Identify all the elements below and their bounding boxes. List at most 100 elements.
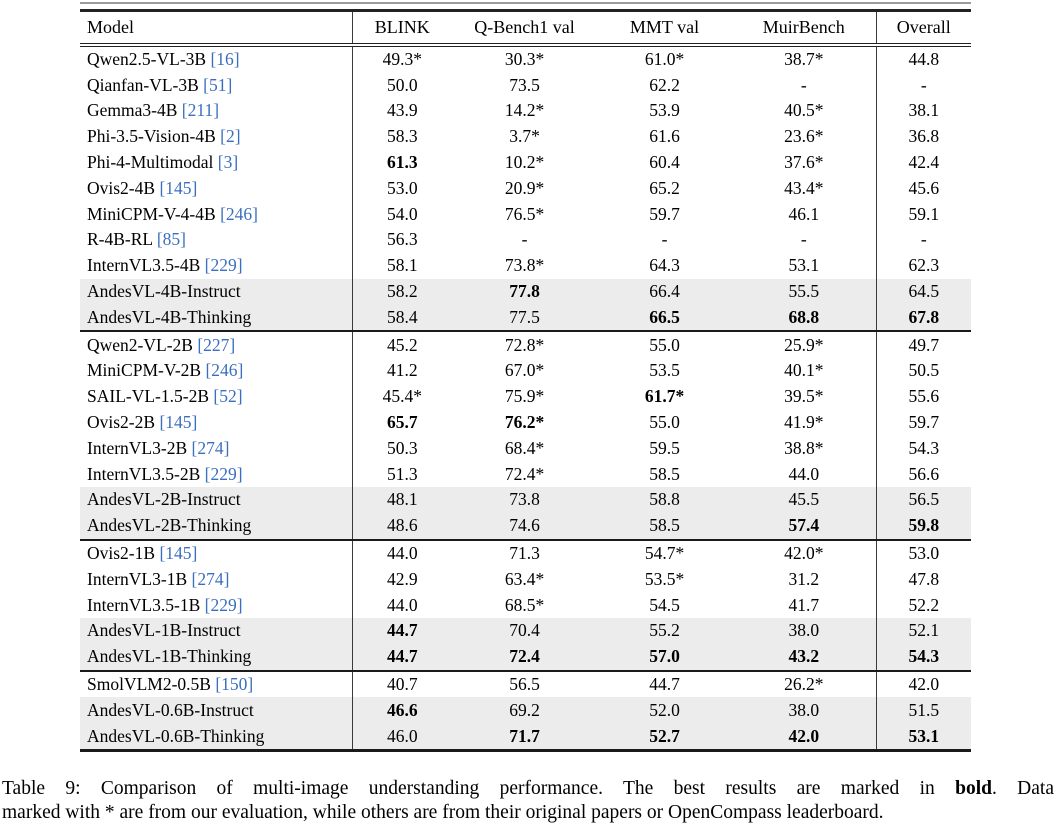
citation-link[interactable]: [229] bbox=[204, 594, 243, 615]
cell-blink: 44.7 bbox=[352, 643, 452, 671]
cell-muirbench: 40.1* bbox=[732, 358, 877, 384]
table-row: SmolVLM2-0.5B [150] 40.7 56.5 44.7 26.2*… bbox=[80, 669, 971, 698]
cell-mmt: 58.5 bbox=[597, 512, 732, 540]
cell-mmt: 57.0 bbox=[597, 643, 732, 671]
table-row: R-4B-RL [85] 56.3 - - - - bbox=[80, 227, 971, 253]
cell-qbench: 63.4* bbox=[504, 568, 545, 589]
model-name: AndesVL-0.6B-Thinking bbox=[87, 725, 265, 746]
model-name: Ovis2-4B bbox=[87, 177, 156, 198]
citation-link[interactable]: [229] bbox=[204, 255, 243, 276]
model-name: AndesVL-4B-Thinking bbox=[87, 306, 252, 327]
model-name: Gemma3-4B bbox=[87, 100, 178, 121]
citation-link[interactable]: [227] bbox=[197, 334, 236, 355]
model-cell: Qianfan-VL-3B [51] bbox=[80, 72, 353, 99]
table-row: Gemma3-4B [211] 43.9 14.2* 53.9 40.5* 38… bbox=[80, 98, 971, 124]
cell-overall: 38.1 bbox=[908, 100, 940, 121]
col-header-muirbench: MuirBench bbox=[732, 11, 877, 47]
caption-line-2: marked with * are from our evaluation, w… bbox=[2, 801, 884, 823]
cell-overall: 59.1 bbox=[908, 203, 940, 224]
citation-link[interactable]: [51] bbox=[203, 74, 233, 95]
cell-blink: 50.3 bbox=[386, 437, 418, 458]
model-cell: R-4B-RL [85] bbox=[80, 227, 353, 253]
cell-blink: 48.1 bbox=[352, 487, 452, 513]
citation-link[interactable]: [246] bbox=[205, 360, 244, 381]
table-top-rule bbox=[80, 9, 971, 12]
cell-blink: 50.0 bbox=[386, 74, 418, 95]
col-header-overall: Overall bbox=[876, 11, 971, 47]
citation-link[interactable]: [3] bbox=[217, 152, 239, 173]
citation-link[interactable]: [246] bbox=[220, 203, 258, 224]
cell-qbench: 72.4 bbox=[452, 643, 597, 671]
model-name: AndesVL-2B-Instruct bbox=[87, 489, 241, 510]
cell-qbench: 76.2* bbox=[504, 412, 545, 433]
cell-muirbench: 31.2 bbox=[732, 566, 877, 593]
table-row: Ovis2-1B [145] 44.0 71.3 54.7* 42.0* 53.… bbox=[80, 538, 971, 567]
cell-qbench: 73.5 bbox=[509, 74, 540, 95]
cell-mmt: 53.5* bbox=[644, 568, 685, 589]
cell-blink: 61.3 bbox=[386, 152, 418, 173]
col-header-qbench: Q-Bench1 val bbox=[452, 11, 597, 47]
col-header-model: Model bbox=[80, 11, 353, 47]
col-header-blink: BLINK bbox=[352, 11, 452, 47]
cell-qbench: 70.4 bbox=[452, 618, 597, 644]
cell-blink: 58.4 bbox=[352, 304, 452, 332]
model-cell: MiniCPM-V-2B [246] bbox=[80, 358, 353, 384]
cell-mmt: 55.2 bbox=[597, 618, 732, 644]
citation-link[interactable]: [229] bbox=[204, 463, 243, 484]
cell-muirbench: 68.8 bbox=[732, 304, 877, 332]
cell-blink: 46.6 bbox=[352, 697, 452, 724]
cell-qbench: 56.5 bbox=[452, 669, 597, 698]
cell-mmt: 61.6 bbox=[649, 126, 680, 147]
cell-qbench: 30.3* bbox=[504, 48, 545, 69]
citation-link[interactable]: [145] bbox=[159, 543, 198, 564]
citation-link[interactable]: [150] bbox=[215, 674, 254, 695]
model-name: AndesVL-1B-Thinking bbox=[87, 646, 252, 667]
citation-link[interactable]: [211] bbox=[181, 100, 220, 121]
model-cell: InternVL3.5-1B [229] bbox=[80, 592, 353, 619]
cell-muirbench: - bbox=[732, 72, 877, 99]
cell-muirbench: 44.0 bbox=[732, 461, 877, 488]
model-name: AndesVL-1B-Instruct bbox=[87, 620, 241, 641]
cell-qbench: 3.7* bbox=[509, 126, 540, 147]
cell-blink: 46.0 bbox=[352, 723, 452, 750]
cell-overall: 53.0 bbox=[876, 538, 971, 567]
citation-link[interactable]: [145] bbox=[159, 177, 198, 198]
cell-muirbench: 55.5 bbox=[732, 278, 877, 305]
table-row: Qianfan-VL-3B [51] 50.0 73.5 62.2 - - bbox=[80, 72, 971, 99]
cell-blink: 42.9 bbox=[386, 568, 418, 589]
model-cell: AndesVL-4B-Thinking bbox=[80, 304, 353, 332]
citation-link[interactable]: [274] bbox=[191, 437, 230, 458]
table-row: Ovis2-4B [145] 53.0 20.9* 65.2 43.4* 45.… bbox=[80, 175, 971, 202]
model-name: Ovis2-1B bbox=[87, 543, 156, 564]
cell-mmt: - bbox=[661, 229, 668, 250]
table-bottom-rule bbox=[80, 749, 971, 753]
cell-overall: 52.2 bbox=[908, 594, 940, 615]
citation-link[interactable]: [274] bbox=[191, 568, 230, 589]
cell-qbench: 72.4* bbox=[504, 463, 545, 484]
cell-mmt: 58.5 bbox=[649, 463, 680, 484]
cell-muirbench: 46.1 bbox=[732, 201, 877, 228]
results-table-container: Model BLINK Q-Bench1 val MMT val MuirBen… bbox=[80, 2, 971, 753]
cell-blink: 58.3 bbox=[386, 126, 418, 147]
cell-mmt: 61.0* bbox=[644, 48, 685, 69]
model-name: Qwen2.5-VL-3B bbox=[87, 48, 207, 69]
table-row: SAIL-VL-1.5-2B [52] 45.4* 75.9* 61.7* 39… bbox=[80, 383, 971, 410]
cell-muirbench: 23.6* bbox=[732, 123, 877, 150]
cell-qbench: 67.0* bbox=[504, 360, 545, 381]
col-header-mmt: MMT val bbox=[597, 11, 732, 47]
model-name: InternVL3-2B bbox=[87, 437, 188, 458]
cell-qbench: 73.8* bbox=[504, 255, 545, 276]
citation-link[interactable]: [145] bbox=[159, 412, 198, 433]
citation-link[interactable]: [16] bbox=[210, 48, 240, 69]
cell-blink: 41.2 bbox=[386, 360, 418, 381]
cell-qbench: 71.7 bbox=[452, 723, 597, 750]
cell-mmt: 59.5 bbox=[649, 437, 680, 458]
citation-link[interactable]: [85] bbox=[156, 229, 186, 250]
model-cell: Qwen2-VL-2B [227] bbox=[80, 330, 353, 359]
model-cell: MiniCPM-V-4-4B [246] bbox=[80, 201, 353, 228]
model-cell: InternVL3.5-4B [229] bbox=[80, 252, 353, 279]
citation-link[interactable]: [52] bbox=[213, 386, 243, 407]
citation-link[interactable]: [2] bbox=[220, 126, 241, 147]
cell-mmt: 55.0 bbox=[597, 330, 732, 359]
results-table: Model BLINK Q-Bench1 val MMT val MuirBen… bbox=[80, 11, 971, 750]
